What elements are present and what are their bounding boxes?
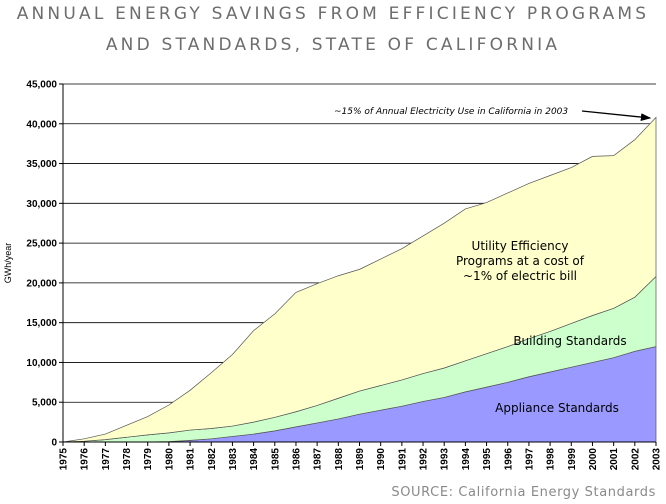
y-tick-label: 40,000 [26, 119, 57, 130]
x-tick-label: 1978 [122, 448, 133, 471]
annotation-arrow [581, 110, 652, 121]
x-tick-label: 1986 [291, 448, 302, 471]
x-tick-label: 1981 [186, 448, 197, 471]
x-tick-label: 1996 [503, 448, 514, 471]
y-tick-label: 0 [51, 438, 57, 449]
x-tick-label: 1975 [59, 448, 70, 471]
x-tick-label: 1993 [440, 448, 451, 471]
source-note: SOURCE: California Energy Standards [391, 485, 656, 500]
x-tick-label: 1990 [376, 448, 387, 471]
y-tick-label: 15,000 [26, 318, 57, 329]
x-tick-label: 1991 [397, 448, 408, 471]
x-tick-label: 1983 [228, 448, 239, 471]
x-tick-label: 1984 [249, 448, 260, 471]
series-area-3 [62, 116, 657, 443]
area-label-utility: Programs at a cost of [456, 254, 585, 268]
x-tick-label: 2001 [609, 448, 620, 471]
x-tick-label: 1980 [164, 448, 175, 471]
area-label-appliance: Appliance Standards [495, 401, 619, 415]
chart-title-line-1: ANNUAL ENERGY SAVINGS FROM EFFICIENCY PR… [16, 4, 650, 24]
y-tick-label: 35,000 [26, 159, 57, 170]
x-tick-label: 1998 [546, 448, 557, 471]
x-tick-label: 2000 [588, 448, 599, 471]
y-tick-label: 5,000 [32, 398, 57, 409]
x-tick-label: 1999 [567, 448, 578, 471]
y-tick-label: 30,000 [26, 199, 57, 210]
axes: 0 5,000 10,000 15,000 20,000 25,000 30,000 35,0… [26, 80, 662, 471]
annotation-text: ~15% of Annual Electricity Use in Califo… [334, 107, 568, 117]
x-tick-label: 1977 [101, 448, 112, 471]
area-label-utility: Utility Efficiency [472, 239, 569, 253]
x-tick-label: 1979 [143, 448, 154, 471]
x-tick-label: 1987 [313, 448, 324, 471]
y-tick-label: 45,000 [26, 80, 57, 91]
y-tick-label: 10,000 [26, 358, 57, 369]
x-tick-label: 2003 [652, 448, 663, 471]
x-tick-label: 1997 [524, 448, 535, 471]
chart-title-line-2: AND STANDARDS, STATE OF CALIFORNIA [105, 35, 561, 55]
x-tick-label: 1994 [461, 448, 472, 471]
x-tick-label: 1976 [80, 448, 91, 471]
area-label-building: Building Standards [513, 334, 626, 348]
y-axis-title: GWh/year [3, 243, 13, 284]
x-tick-label: 1995 [482, 448, 493, 471]
x-tick-label: 1988 [334, 448, 345, 471]
x-tick-label: 1985 [270, 448, 281, 471]
x-tick-label: 1992 [419, 448, 430, 471]
area-label-utility: ~1% of electric bill [463, 269, 577, 283]
y-tick-label: 25,000 [26, 239, 57, 250]
x-tick-label: 2002 [630, 448, 641, 471]
x-tick-label: 1989 [355, 448, 366, 471]
y-tick-label: 20,000 [26, 278, 57, 289]
x-tick-label: 1982 [207, 448, 218, 471]
